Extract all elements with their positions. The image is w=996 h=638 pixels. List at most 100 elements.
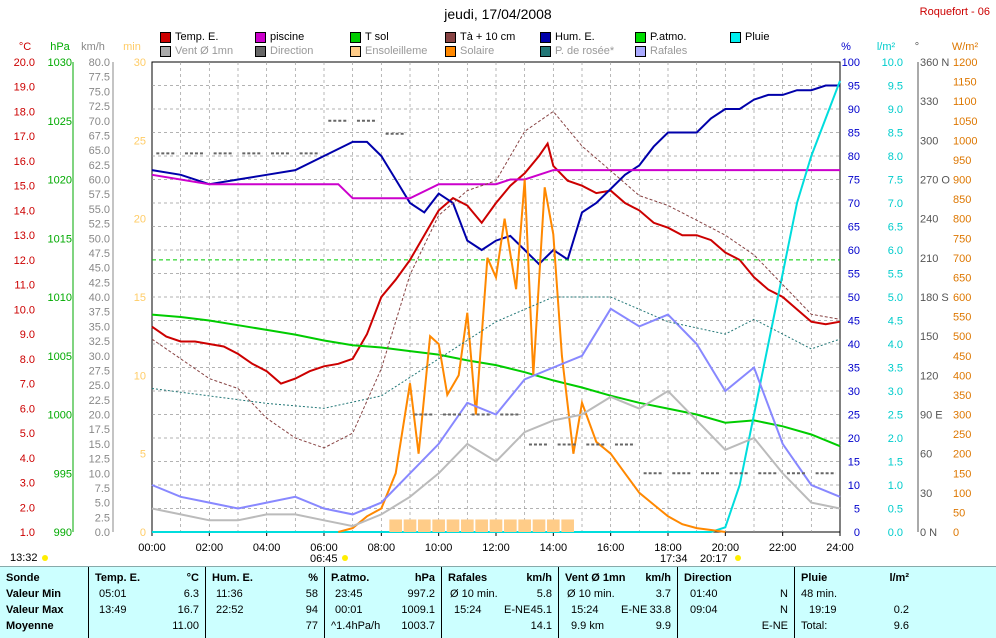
- unit-temp: °C: [186, 572, 199, 584]
- unit-gust: km/h: [526, 572, 552, 584]
- axis-sun-tick: 5: [140, 449, 146, 461]
- axis-solar-tick: 650: [953, 272, 971, 284]
- axis-rain-tick: 10.0: [882, 57, 903, 69]
- axis-press-tick: 1020: [48, 175, 72, 187]
- legend-item: Pluie: [730, 31, 769, 43]
- series-temp-e-line: [151, 141, 841, 385]
- wind-min-label: Ø 10 min.: [567, 588, 615, 600]
- axis-dir-tick: 90 E: [920, 410, 943, 422]
- axis-dir-tick: 240: [920, 214, 938, 226]
- legend-item: Solaire: [445, 45, 494, 57]
- legend-swatch: [350, 31, 361, 43]
- legend-label: P. de rosée*: [555, 45, 615, 57]
- axis-wind-tick: 17.5: [89, 424, 110, 436]
- axis-press-tick: 1030: [48, 57, 72, 69]
- axis-hum-tick: 65: [848, 222, 860, 234]
- axis-temp-tick: 10.0: [14, 304, 35, 316]
- legend-item: T sol: [350, 31, 389, 43]
- axis-sun-tick: 20: [134, 214, 146, 226]
- axis-dir-tick: 60: [920, 449, 932, 461]
- axis-hum-tick: 70: [848, 198, 860, 210]
- header-gust: Rafales: [448, 572, 488, 584]
- axis-hum-tick: 50: [848, 292, 860, 304]
- axis-solar-tick: 750: [953, 233, 971, 245]
- axis-press-tick: 1005: [48, 351, 72, 363]
- header-sonde: Sonde: [6, 572, 40, 584]
- rain-total-label: Total:: [801, 620, 828, 632]
- x-tick-label: 22:00: [769, 542, 797, 554]
- axis-hum-tick: 35: [848, 363, 860, 375]
- x-tick-label: 16:00: [597, 542, 625, 554]
- chart-title: jeudi, 17/04/2008: [444, 6, 552, 22]
- axis-temp-tick: 18.0: [14, 106, 35, 118]
- axis-solar-tick: 1050: [953, 116, 977, 128]
- dir-max: N: [780, 604, 788, 616]
- axis-rain-tick: 8.5: [888, 128, 903, 140]
- axis-wind-tick: 37.5: [89, 307, 110, 319]
- axis-solar-tick: 450: [953, 351, 971, 363]
- axis-solar-tick: 350: [953, 390, 971, 402]
- temp-max: 16.7: [177, 604, 199, 616]
- header-temp: Temp. E.: [95, 572, 141, 584]
- header-press: P.atmo.: [331, 572, 370, 584]
- station-name: Roquefort - 06: [919, 6, 990, 18]
- axis-dir-tick: 120: [920, 370, 938, 382]
- legend-item: piscine: [255, 31, 304, 43]
- axis-press-tick: 995: [54, 468, 72, 480]
- legend-swatch: [350, 45, 361, 57]
- axis-temp-tick: 20.0: [14, 57, 35, 69]
- axis-hum-tick: 5: [854, 504, 860, 516]
- unit-rain: l/m²: [889, 572, 909, 584]
- series-ensoleilleme-bar: [532, 519, 546, 532]
- axis-wind-tick: 57.5: [89, 189, 110, 201]
- axis-dir-tick: 360 N: [920, 57, 949, 69]
- gust-max: 45.1: [530, 604, 552, 616]
- axis-temp-tick: 13.0: [14, 230, 35, 242]
- legend-label: P.atmo.: [650, 31, 687, 43]
- x-tick-label: 06:00: [310, 542, 338, 554]
- legend-item: Direction: [255, 45, 313, 57]
- axis-dir-tick: 210: [920, 253, 938, 265]
- axis-rain-tick: 3.0: [888, 386, 903, 398]
- axis-hum-tick: 20: [848, 433, 860, 445]
- series-t-10-cm-line: [151, 110, 841, 449]
- axis-solar-tick: 50: [953, 507, 965, 519]
- axis-press-unit: hPa: [50, 41, 70, 53]
- axis-solar-tick: 250: [953, 429, 971, 441]
- x-tick-label: 00:00: [138, 542, 166, 554]
- axis-wind-tick: 45.0: [89, 263, 110, 275]
- axis-wind-tick: 70.0: [89, 116, 110, 128]
- axis-hum-tick: 85: [848, 128, 860, 140]
- unit-wind: km/h: [645, 572, 671, 584]
- axis-rain-tick: 6.0: [888, 245, 903, 257]
- legend-swatch: [445, 31, 456, 43]
- sun-icon: [42, 555, 48, 561]
- wind-max-dir: E-NE: [621, 604, 648, 616]
- gust-min-label: Ø 10 min.: [450, 588, 498, 600]
- axis-hum-tick: 100: [842, 57, 860, 69]
- legend-label: piscine: [270, 31, 305, 43]
- axis-temp-tick: 4.0: [20, 453, 35, 465]
- axis-wind-tick: 15.0: [89, 439, 110, 451]
- legend-item: P. de rosée*: [540, 45, 614, 57]
- header-dir: Direction: [684, 572, 732, 584]
- series-rafales-line: [151, 307, 841, 516]
- legend-item: Vent Ø 1mn: [160, 45, 233, 57]
- dir-avg: E-NE: [761, 620, 788, 632]
- legend-label: Ensoleilleme: [365, 45, 428, 57]
- axis-wind-tick: 47.5: [89, 248, 110, 260]
- legend-swatch: [160, 31, 171, 43]
- axis-rain-tick: 4.0: [888, 339, 903, 351]
- x-tick-label: 14:00: [540, 542, 568, 554]
- axis-hum-tick: 25: [848, 410, 860, 422]
- axis-solar-tick: 550: [953, 312, 971, 324]
- gust-max-dir: E-NE: [504, 604, 531, 616]
- press-trend: ^1.4hPa/h: [331, 620, 381, 632]
- axis-solar-tick: 200: [953, 449, 971, 461]
- series-ensoleilleme-bar: [475, 519, 488, 532]
- axis-temp-unit: °C: [19, 41, 31, 53]
- series-ensoleilleme-bar: [489, 519, 503, 532]
- axis-rain-tick: 7.0: [888, 198, 903, 210]
- col-wind: Vent Ø 1mn km/h Ø 10 min. 3.7 15:24 E-NE 33.…: [559, 567, 678, 638]
- axis-temp-tick: 9.0: [20, 329, 35, 341]
